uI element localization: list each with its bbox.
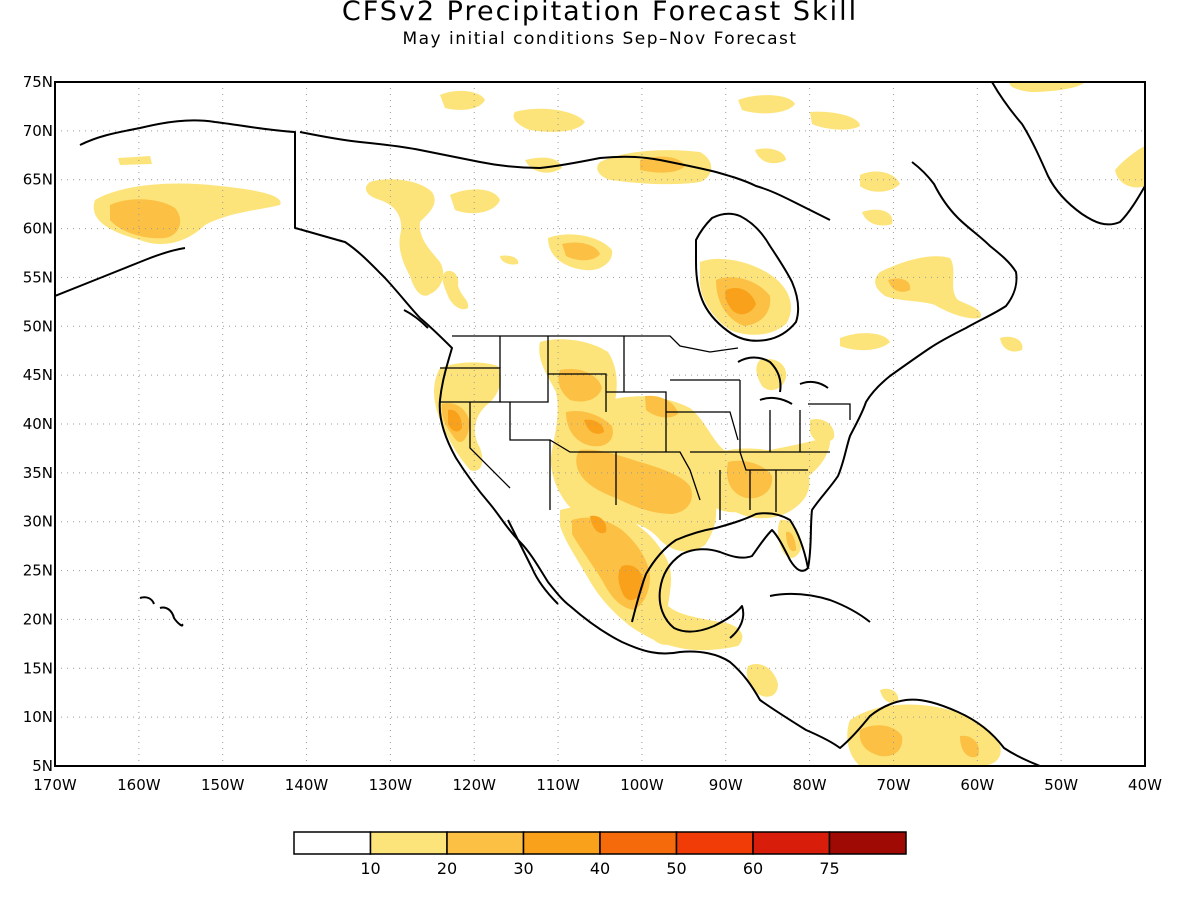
- colorbar-swatch: [293, 831, 372, 855]
- lon-tick-label: 110W: [536, 776, 580, 794]
- lat-tick-label: 25N: [23, 562, 53, 580]
- lat-tick-label: 10N: [23, 708, 53, 726]
- lat-tick-label: 5N: [32, 757, 53, 775]
- coastline-aleutians: [55, 247, 186, 297]
- lon-tick-label: 120W: [452, 776, 496, 794]
- longitude-axis-labels: 170W 160W 150W 140W 130W 120W 110W 100W 90W 80W 70…: [33, 776, 1162, 794]
- coastline-atlantic-east-coast: [807, 161, 1018, 569]
- lat-tick-label: 75N: [23, 73, 53, 91]
- skill-area-arctic: [440, 90, 485, 110]
- lat-tick-label: 15N: [23, 659, 53, 677]
- us-state-boundaries: [440, 335, 851, 520]
- colorbar-label: 75: [819, 859, 839, 878]
- coastline-vancouver-island: [403, 309, 429, 329]
- lat-tick-label: 70N: [23, 122, 53, 140]
- lon-tick-label: 90W: [709, 776, 743, 794]
- lat-lon-gridlines: [55, 82, 1145, 766]
- coastline-alaska-west-coast: [79, 119, 1041, 766]
- lon-tick-label: 170W: [33, 776, 77, 794]
- colorbar-legend: 10 20 30 40 50 60 75: [293, 831, 907, 878]
- colorbar-label: 40: [590, 859, 610, 878]
- colorbar-label: 50: [666, 859, 686, 878]
- coastline-great-lakes: [737, 356, 829, 405]
- lon-tick-label: 50W: [1044, 776, 1078, 794]
- coastline-hudson-bay: [695, 212, 800, 342]
- colorbar-swatch: [752, 831, 831, 855]
- colorbar-label: 30: [513, 859, 533, 878]
- coastline-caribbean-cuba: [769, 592, 871, 623]
- skill-area-labrador: [875, 256, 981, 319]
- lat-tick-label: 40N: [23, 415, 53, 433]
- lat-tick-label: 50N: [23, 317, 53, 335]
- lat-tick-label: 60N: [23, 220, 53, 238]
- lon-tick-label: 130W: [369, 776, 413, 794]
- colorbar-label: 10: [360, 859, 380, 878]
- lat-tick-label: 45N: [23, 366, 53, 384]
- map-frame: [54, 81, 1146, 767]
- lon-tick-label: 80W: [793, 776, 827, 794]
- coastline-hawaii: [139, 596, 184, 627]
- coastline-canadian-arctic: [299, 131, 831, 221]
- lon-tick-label: 100W: [620, 776, 664, 794]
- skill-area-yukon: [365, 179, 444, 296]
- latitude-axis-labels: 75N 70N 65N 60N 55N 50N 45N 40N 35N 30N 25N 20N 15N 1…: [23, 73, 53, 775]
- colorbar-swatch: [369, 831, 448, 855]
- lon-tick-label: 40W: [1128, 776, 1162, 794]
- lon-tick-label: 60W: [960, 776, 994, 794]
- coastline-gulf-of-mexico: [631, 512, 809, 639]
- map-title: CFSv2 Precipitation Forecast Skill: [341, 0, 859, 27]
- colorbar-swatch: [599, 831, 678, 855]
- colorbar-swatch: [522, 831, 601, 855]
- map-subtitle: May initial conditions Sep–Nov Forecast: [402, 29, 798, 49]
- lat-tick-label: 30N: [23, 513, 53, 531]
- lat-tick-label: 35N: [23, 464, 53, 482]
- lon-tick-label: 70W: [877, 776, 911, 794]
- colorbar-swatch: [828, 831, 907, 855]
- lat-tick-label: 55N: [23, 268, 53, 286]
- coastlines-and-borders: [55, 82, 1145, 766]
- lon-tick-label: 140W: [285, 776, 329, 794]
- coastline-baja-california: [507, 519, 559, 605]
- skill-shading: [93, 82, 1145, 766]
- coastline-greenland: [991, 82, 1145, 226]
- colorbar-label: 20: [437, 859, 457, 878]
- lat-tick-label: 20N: [23, 610, 53, 628]
- lon-tick-label: 160W: [117, 776, 161, 794]
- colorbar-swatch: [446, 831, 525, 855]
- skill-area-central-america: [746, 664, 778, 697]
- colorbar-label: 60: [743, 859, 763, 878]
- colorbar-swatch: [675, 831, 754, 855]
- lon-tick-label: 150W: [201, 776, 245, 794]
- lat-tick-label: 65N: [23, 171, 53, 189]
